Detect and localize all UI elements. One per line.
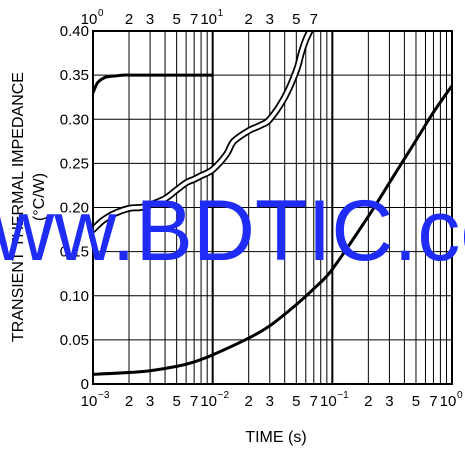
x-tick-labels-bottom: 10 −3 2 3 5 7 10 −2 2 3 5 7 10 −1 2 3 5 7 10 0 [81,390,463,410]
x-tick-label: 2 [245,11,253,28]
x-tick-label: 10 [200,393,217,410]
x-tick-label: 3 [146,393,154,410]
x-tick-label: 2 [364,393,372,410]
x-tick-label: 5 [292,11,300,28]
y-axis-title: TRANSIENT THERMAL IMPEDANCE [10,72,27,342]
x-tick-label: 10 [440,393,457,410]
series-line-inner [93,31,312,232]
x-tick-exponent: 1 [218,8,224,19]
y-tick-label: 0.15 [60,244,89,261]
x-tick-exponent: 0 [98,8,104,19]
x-tick-label: 10 [81,393,98,410]
y-tick-label: 0.20 [60,200,89,217]
y-axis-unit: (°C/W) [31,173,48,221]
x-tick-exponent: −1 [337,390,349,401]
y-tick-label: 0.10 [60,288,89,305]
x-tick-label: 7 [310,11,318,28]
x-tick-exponent: −2 [218,390,230,401]
watermark-text: www.BDTIC.com [0,183,465,279]
x-tick-label: 5 [412,393,420,410]
x-tick-label: 7 [429,393,437,410]
x-tick-labels-top: 10 0 2 3 5 7 10 1 2 3 5 7 [81,8,318,28]
y-tick-label: 0.30 [60,111,89,128]
x-tick-label: 5 [172,393,180,410]
series-layer [93,31,452,376]
x-axis-title: TIME (s) [245,429,306,446]
y-tick-label: 0.25 [60,155,89,172]
x-tick-label: 3 [385,393,393,410]
x-tick-label: 10 [200,11,217,28]
y-tick-labels: 0 0.05 0.10 0.15 0.20 0.25 0.30 0.35 0.40 [60,23,89,393]
y-tick-label: 0.05 [60,332,89,349]
x-tick-label: 10 [81,11,98,28]
grid [93,31,452,384]
x-tick-exponent: −3 [98,390,110,401]
x-tick-label: 2 [125,393,133,410]
plot-frame [92,30,453,385]
y-tick-label: 0.35 [60,67,89,84]
x-tick-label: 10 [320,393,337,410]
x-tick-label: 5 [292,393,300,410]
x-tick-label: 2 [245,393,253,410]
series-line [93,84,452,376]
x-tick-label: 3 [146,11,154,28]
series-line [93,73,213,94]
y-tick-label: 0 [81,376,89,393]
x-tick-exponent: 0 [457,390,463,401]
x-tick-label: 7 [190,11,198,28]
x-tick-label: 3 [266,393,274,410]
y-tick-label: 0.40 [60,23,89,40]
x-tick-label: 3 [266,11,274,28]
x-tick-label: 7 [310,393,318,410]
x-tick-label: 2 [125,11,133,28]
x-tick-label: 5 [172,11,180,28]
x-tick-label: 7 [190,393,198,410]
